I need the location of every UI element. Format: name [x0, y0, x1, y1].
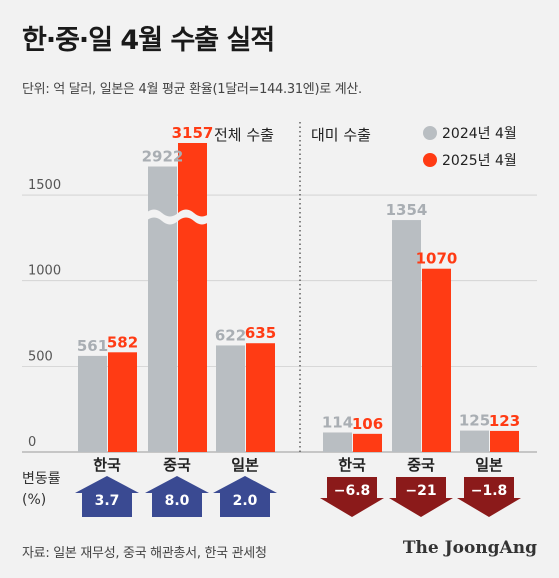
value-label-2025: 635 — [245, 324, 276, 342]
value-label-2025: 106 — [352, 415, 383, 433]
up-arrow — [75, 476, 139, 517]
value-label-2024: 114 — [322, 413, 353, 431]
bar-2024 — [323, 432, 352, 452]
value-label-2025: 582 — [107, 333, 138, 351]
value-label-2024: 1354 — [386, 201, 428, 219]
down-arrow — [457, 477, 521, 517]
down-arrow — [389, 477, 453, 517]
category-label: 한국 — [338, 456, 366, 474]
bar-2025 — [178, 143, 207, 452]
y-tick-label: 1500 — [28, 178, 61, 193]
bar-2025 — [108, 352, 137, 452]
bar-2025 — [422, 268, 451, 452]
y-tick-label: 500 — [28, 349, 53, 364]
value-label-2024: 2922 — [142, 148, 184, 166]
bar-2024 — [460, 430, 489, 452]
bar-2025 — [490, 430, 519, 452]
source-note: 자료: 일본 재무성, 중국 해관총서, 한국 관세청 — [22, 546, 267, 561]
legend-swatch-2024 — [423, 126, 437, 140]
up-arrow — [213, 476, 277, 517]
chart-subtitle: 단위: 억 달러, 일본은 4월 평균 환율(1달러=144.31엔)로 계산. — [22, 82, 362, 97]
panel-label-us: 대미 수출 — [311, 126, 371, 144]
value-label-2025: 123 — [489, 412, 520, 430]
bar-2024 — [216, 345, 245, 452]
y-tick-label: 0 — [28, 435, 36, 450]
value-label-2025: 3157 — [172, 124, 214, 142]
change-value: 3.7 — [95, 493, 120, 509]
bar-2025 — [353, 433, 382, 452]
change-rate-unit: (%) — [22, 492, 47, 508]
brand-logo: The JoongAng — [402, 538, 537, 558]
category-label: 일본 — [231, 456, 259, 474]
value-label-2024: 561 — [77, 337, 108, 355]
legend-label-2024: 2024년 4월 — [442, 126, 517, 142]
value-label-2024: 622 — [215, 326, 246, 344]
down-arrow — [320, 477, 384, 517]
y-tick-label: 1000 — [28, 264, 61, 279]
category-label: 중국 — [163, 456, 191, 474]
change-rate-label: 변동률 — [22, 471, 61, 487]
change-value: 2.0 — [233, 493, 258, 509]
legend-label-2025: 2025년 4월 — [442, 153, 517, 169]
chart-title: 한·중·일 4월 수출 실적 — [22, 25, 275, 56]
change-value: −6.8 — [334, 483, 371, 499]
bar-2025 — [246, 343, 275, 452]
change-value: 8.0 — [165, 493, 190, 509]
category-label: 중국 — [407, 456, 435, 474]
change-value: −21 — [405, 483, 436, 499]
panel-label-total: 전체 수출 — [214, 126, 274, 144]
change-value: −1.8 — [471, 483, 508, 499]
axis-break — [146, 209, 210, 225]
bar-2024 — [78, 355, 107, 452]
category-label: 일본 — [475, 456, 503, 474]
value-label-2024: 125 — [459, 412, 490, 430]
category-label: 한국 — [93, 456, 121, 474]
bar-2024 — [392, 220, 421, 452]
up-arrow — [145, 476, 209, 517]
bar-2024 — [148, 166, 177, 452]
legend-swatch-2025 — [423, 153, 437, 167]
value-label-2025: 1070 — [416, 250, 458, 268]
